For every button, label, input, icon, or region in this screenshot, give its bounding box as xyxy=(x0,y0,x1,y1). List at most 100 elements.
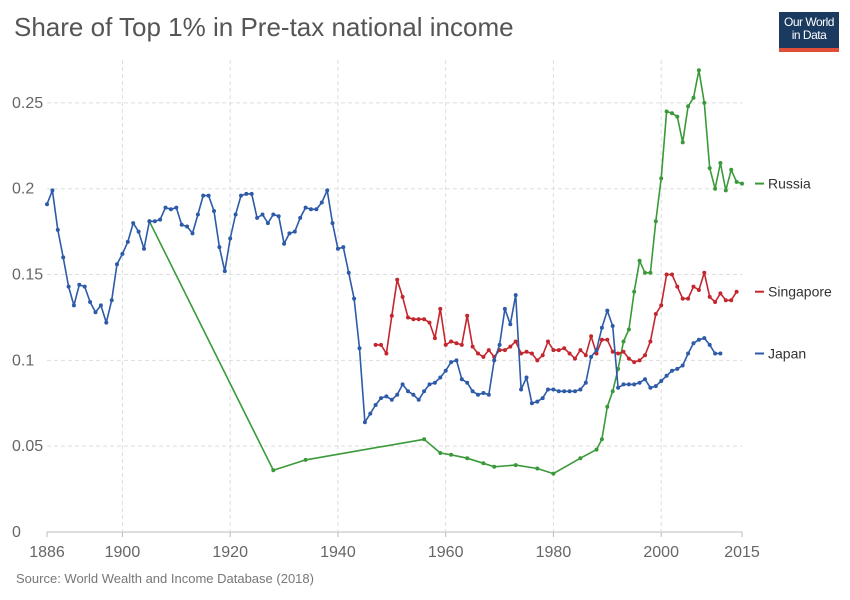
data-point-japan[interactable] xyxy=(93,310,98,315)
data-point-singapore[interactable] xyxy=(707,294,712,299)
data-point-japan[interactable] xyxy=(395,392,400,397)
data-point-russia[interactable] xyxy=(599,437,604,442)
data-point-japan[interactable] xyxy=(201,193,206,198)
data-point-japan[interactable] xyxy=(718,351,723,356)
data-point-russia[interactable] xyxy=(686,104,691,109)
data-point-japan[interactable] xyxy=(217,245,222,250)
data-point-russia[interactable] xyxy=(702,100,707,105)
data-point-singapore[interactable] xyxy=(379,342,383,347)
data-point-japan[interactable] xyxy=(486,392,491,397)
data-point-russia[interactable] xyxy=(643,270,647,275)
data-point-singapore[interactable] xyxy=(411,317,416,322)
data-point-singapore[interactable] xyxy=(696,288,701,292)
data-point-japan[interactable] xyxy=(125,239,130,244)
data-point-japan[interactable] xyxy=(643,377,647,382)
data-point-japan[interactable] xyxy=(535,399,540,404)
data-point-japan[interactable] xyxy=(335,246,340,251)
data-point-singapore[interactable] xyxy=(519,351,524,356)
data-point-singapore[interactable] xyxy=(616,351,621,356)
data-point-japan[interactable] xyxy=(691,341,696,346)
data-point-japan[interactable] xyxy=(244,191,249,196)
data-point-russia[interactable] xyxy=(648,270,653,275)
data-point-russia[interactable] xyxy=(551,471,556,476)
data-point-japan[interactable] xyxy=(45,202,49,207)
data-point-singapore[interactable] xyxy=(605,337,610,342)
data-point-japan[interactable] xyxy=(481,391,486,395)
data-point-japan[interactable] xyxy=(427,382,432,387)
data-point-singapore[interactable] xyxy=(573,356,577,361)
data-point-singapore[interactable] xyxy=(670,272,674,277)
data-point-japan[interactable] xyxy=(368,411,373,416)
data-point-japan[interactable] xyxy=(98,303,103,308)
data-point-japan[interactable] xyxy=(567,389,572,394)
data-point-japan[interactable] xyxy=(680,363,685,368)
data-point-japan[interactable] xyxy=(109,298,114,303)
data-point-japan[interactable] xyxy=(212,209,216,213)
data-point-japan[interactable] xyxy=(292,229,297,234)
data-point-japan[interactable] xyxy=(686,351,691,356)
data-point-singapore[interactable] xyxy=(556,348,561,353)
data-point-japan[interactable] xyxy=(454,358,459,363)
owid-logo[interactable]: Our World in Data xyxy=(779,12,839,52)
data-point-japan[interactable] xyxy=(573,389,577,394)
data-point-japan[interactable] xyxy=(158,217,163,222)
data-point-japan[interactable] xyxy=(653,384,658,389)
data-point-singapore[interactable] xyxy=(723,298,728,303)
data-point-singapore[interactable] xyxy=(567,351,572,356)
data-point-japan[interactable] xyxy=(551,387,556,392)
data-point-japan[interactable] xyxy=(314,207,319,212)
data-point-russia[interactable] xyxy=(449,452,454,457)
data-point-japan[interactable] xyxy=(664,373,669,378)
data-point-russia[interactable] xyxy=(422,437,427,442)
data-point-japan[interactable] xyxy=(540,396,545,401)
data-point-japan[interactable] xyxy=(163,205,168,210)
data-point-japan[interactable] xyxy=(265,221,270,226)
data-point-singapore[interactable] xyxy=(389,313,394,318)
data-point-russia[interactable] xyxy=(492,464,497,469)
data-point-singapore[interactable] xyxy=(626,356,631,361)
data-point-japan[interactable] xyxy=(352,296,357,301)
data-point-japan[interactable] xyxy=(497,342,502,347)
data-point-japan[interactable] xyxy=(379,396,383,401)
data-point-japan[interactable] xyxy=(120,251,125,256)
data-point-russia[interactable] xyxy=(513,463,518,468)
data-point-japan[interactable] xyxy=(578,387,583,392)
data-point-japan[interactable] xyxy=(605,308,610,313)
data-point-japan[interactable] xyxy=(449,360,454,365)
data-point-singapore[interactable] xyxy=(546,339,550,344)
data-point-japan[interactable] xyxy=(583,380,588,385)
data-point-japan[interactable] xyxy=(346,270,351,275)
data-point-japan[interactable] xyxy=(648,385,653,390)
data-point-japan[interactable] xyxy=(325,188,330,193)
data-point-japan[interactable] xyxy=(319,200,324,205)
data-point-russia[interactable] xyxy=(740,181,744,186)
data-point-japan[interactable] xyxy=(309,207,313,212)
data-point-japan[interactable] xyxy=(104,320,109,325)
data-point-singapore[interactable] xyxy=(621,349,626,354)
data-point-japan[interactable] xyxy=(88,300,93,304)
data-point-japan[interactable] xyxy=(298,215,303,220)
data-point-russia[interactable] xyxy=(734,179,739,184)
data-point-singapore[interactable] xyxy=(599,337,604,342)
data-point-japan[interactable] xyxy=(222,269,227,274)
data-point-singapore[interactable] xyxy=(729,298,734,303)
data-point-japan[interactable] xyxy=(670,368,674,373)
data-point-japan[interactable] xyxy=(637,380,642,385)
data-point-japan[interactable] xyxy=(131,221,136,226)
data-point-japan[interactable] xyxy=(659,379,664,383)
data-point-japan[interactable] xyxy=(632,382,637,387)
data-point-singapore[interactable] xyxy=(400,294,405,299)
data-point-singapore[interactable] xyxy=(713,300,718,304)
data-point-russia[interactable] xyxy=(605,404,610,409)
data-point-singapore[interactable] xyxy=(449,339,454,344)
data-point-japan[interactable] xyxy=(82,284,87,289)
data-point-russia[interactable] xyxy=(659,176,664,181)
data-point-russia[interactable] xyxy=(718,161,723,165)
data-point-russia[interactable] xyxy=(653,219,658,224)
data-point-japan[interactable] xyxy=(50,188,55,193)
data-point-russia[interactable] xyxy=(680,140,685,145)
data-point-japan[interactable] xyxy=(174,205,179,210)
data-point-singapore[interactable] xyxy=(691,284,696,289)
data-point-singapore[interactable] xyxy=(529,351,534,356)
data-point-singapore[interactable] xyxy=(578,348,583,353)
